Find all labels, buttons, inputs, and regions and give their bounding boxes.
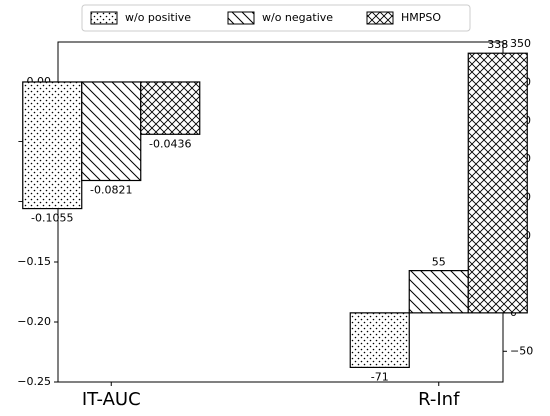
legend-label: HMPSO [401, 11, 441, 24]
x-tick-label: R-Inf [418, 389, 460, 410]
value-label: -0.1055 [31, 212, 73, 225]
y2-tick-label: −50 [510, 344, 533, 357]
bar [22, 81, 83, 210]
value-label: -0.0821 [90, 183, 132, 196]
value-label: 55 [432, 256, 446, 269]
value-label: -0.0436 [149, 137, 191, 150]
y2-tick-label: 350 [510, 37, 531, 50]
value-label: 338 [487, 38, 508, 51]
legend-swatch [366, 11, 394, 25]
bar [81, 81, 142, 182]
bar [467, 52, 528, 314]
value-label: -71 [371, 370, 389, 383]
bar [408, 270, 469, 314]
y-tick-label: −0.20 [17, 315, 51, 328]
legend-swatch [227, 11, 255, 25]
x-tick-label: IT-AUC [82, 389, 141, 410]
legend-label: w/o negative [262, 11, 333, 24]
legend-swatch [90, 11, 118, 25]
y-tick-label: −0.25 [17, 375, 51, 388]
legend-label: w/o positive [125, 11, 191, 24]
bar [349, 312, 410, 369]
y-tick-label: −0.15 [17, 255, 51, 268]
bar [140, 81, 201, 135]
